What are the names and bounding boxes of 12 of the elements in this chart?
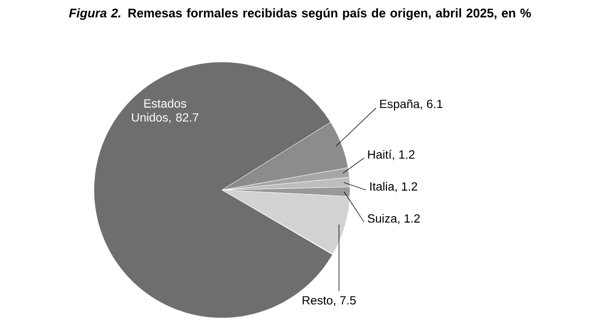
slice-label: España	[380, 99, 420, 111]
data-label: , 1.2	[396, 182, 418, 192]
slice-label: Suiza	[368, 214, 398, 223]
slice-label: Haití	[368, 150, 392, 159]
data-label: , 1.2	[392, 150, 414, 160]
slice-label: Resto	[302, 296, 332, 305]
chart-title: Figura 2. Remesas formales recibidas según país de origen, abril 2025, en %	[69, 8, 531, 20]
slice-label: Italia	[370, 182, 394, 191]
data-label: , 82.7	[169, 113, 198, 124]
data-label: , 7.5	[334, 296, 356, 306]
data-label: , 1.2	[398, 214, 420, 224]
data-label: , 6.1	[420, 100, 442, 110]
